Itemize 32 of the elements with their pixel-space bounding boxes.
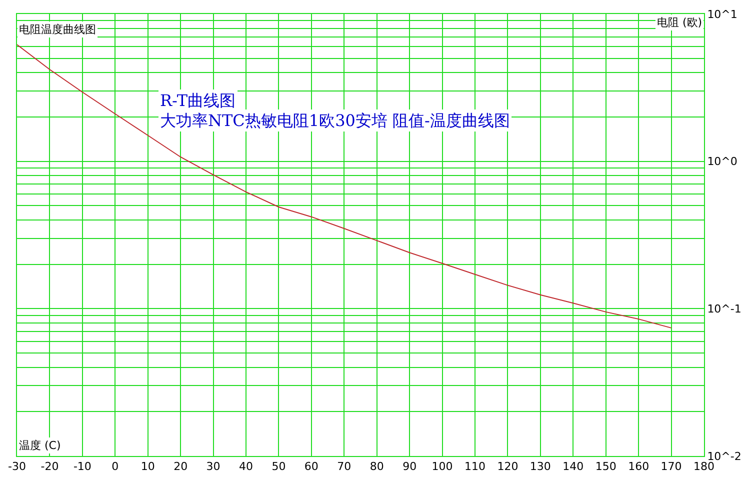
x-tick-label: 80 (370, 460, 384, 474)
x-tick-label: 30 (206, 460, 220, 474)
y-tick-label: 10^-2 (707, 450, 742, 463)
x-tick-label: -10 (73, 460, 92, 474)
x-tick-label: 150 (595, 460, 616, 474)
x-tick-label: 180 (694, 460, 714, 474)
x-tick-label: -30 (8, 460, 26, 474)
x-tick-label: 160 (628, 460, 650, 474)
x-tick-label: 60 (304, 460, 318, 474)
y-tick-label: 10^-1 (707, 302, 742, 316)
x-tick-label: 0 (112, 460, 119, 474)
line-series (17, 44, 672, 328)
annotation: R-T曲线图 (160, 91, 236, 110)
x-tick-label: 20 (174, 460, 188, 474)
x-tick-label: 110 (464, 460, 486, 474)
x-tick-label: 100 (432, 460, 453, 474)
x-tick-label: 120 (497, 460, 518, 474)
x-tick-label: 140 (562, 460, 584, 474)
x-tick-label: 40 (239, 460, 253, 474)
x-tick-label: 50 (272, 460, 286, 474)
x-tick-label: 170 (660, 460, 682, 474)
x-axis-title: 温度 (C) (19, 439, 61, 452)
annotation: 大功率NTC热敏电阻1欧30安培 阻值-温度曲线图 (160, 111, 510, 130)
x-tick-label: 70 (337, 460, 352, 474)
y-axis-title: 电阻 (欧) (657, 16, 702, 29)
x-tick-label: 90 (402, 460, 417, 474)
y-tick-label: 10^0 (707, 155, 738, 168)
x-tick-label: 130 (530, 460, 551, 474)
text: 电阻温度曲线图 (19, 23, 96, 36)
y-tick-label: 10^1 (707, 8, 738, 21)
x-tick-label: -20 (40, 460, 59, 474)
x-tick-label: 10 (140, 460, 155, 474)
